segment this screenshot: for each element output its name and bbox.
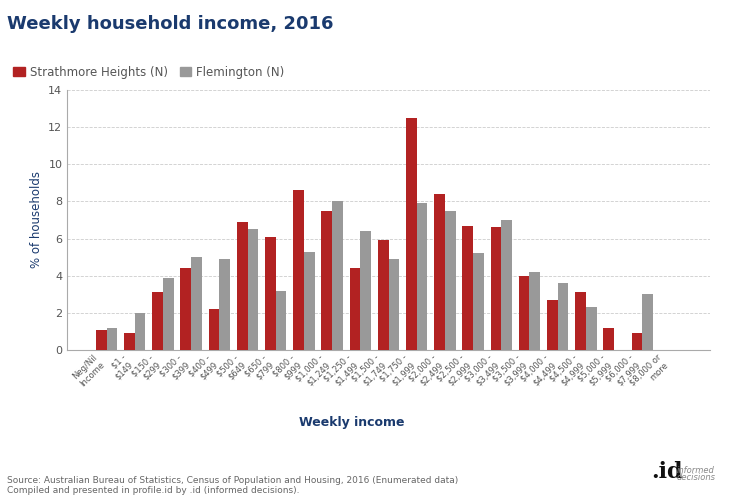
Bar — [265, 236, 276, 350]
Bar — [529, 272, 540, 350]
Text: .id: .id — [651, 460, 683, 482]
Bar — [349, 268, 360, 350]
Bar — [491, 228, 501, 350]
Bar — [462, 226, 473, 350]
Bar — [378, 240, 388, 350]
Bar — [248, 230, 258, 350]
Bar — [603, 328, 614, 350]
Bar — [124, 334, 135, 350]
Bar — [219, 259, 230, 350]
Bar — [501, 220, 512, 350]
Bar — [547, 300, 558, 350]
Bar — [293, 190, 304, 350]
Bar — [237, 222, 248, 350]
Bar — [209, 309, 219, 350]
Bar — [575, 292, 586, 350]
Bar — [332, 202, 343, 350]
Bar — [181, 268, 191, 350]
Bar — [473, 254, 484, 350]
Bar — [321, 210, 332, 350]
Legend: Strathmore Heights (N), Flemington (N): Strathmore Heights (N), Flemington (N) — [13, 66, 284, 79]
Y-axis label: % of households: % of households — [30, 172, 43, 268]
Bar — [163, 278, 174, 350]
Bar — [360, 231, 371, 350]
Bar — [152, 292, 163, 350]
Text: Weekly household income, 2016: Weekly household income, 2016 — [7, 15, 334, 33]
Bar — [276, 290, 286, 350]
Bar — [642, 294, 653, 350]
Text: Source: Australian Bureau of Statistics, Census of Population and Housing, 2016 : Source: Australian Bureau of Statistics,… — [7, 476, 459, 495]
Bar — [434, 194, 445, 350]
Bar — [191, 257, 202, 350]
Bar — [558, 283, 568, 350]
Text: decisions: decisions — [677, 474, 716, 482]
Text: informed: informed — [677, 466, 715, 475]
Bar — [135, 313, 146, 350]
Bar — [519, 276, 529, 350]
Bar — [406, 118, 417, 350]
Bar — [417, 204, 428, 350]
Bar — [586, 308, 596, 350]
Bar — [96, 330, 107, 350]
Bar — [631, 334, 642, 350]
Text: Weekly income: Weekly income — [299, 416, 404, 429]
Bar — [304, 252, 314, 350]
Bar — [445, 210, 456, 350]
Bar — [388, 259, 399, 350]
Bar — [107, 328, 117, 350]
